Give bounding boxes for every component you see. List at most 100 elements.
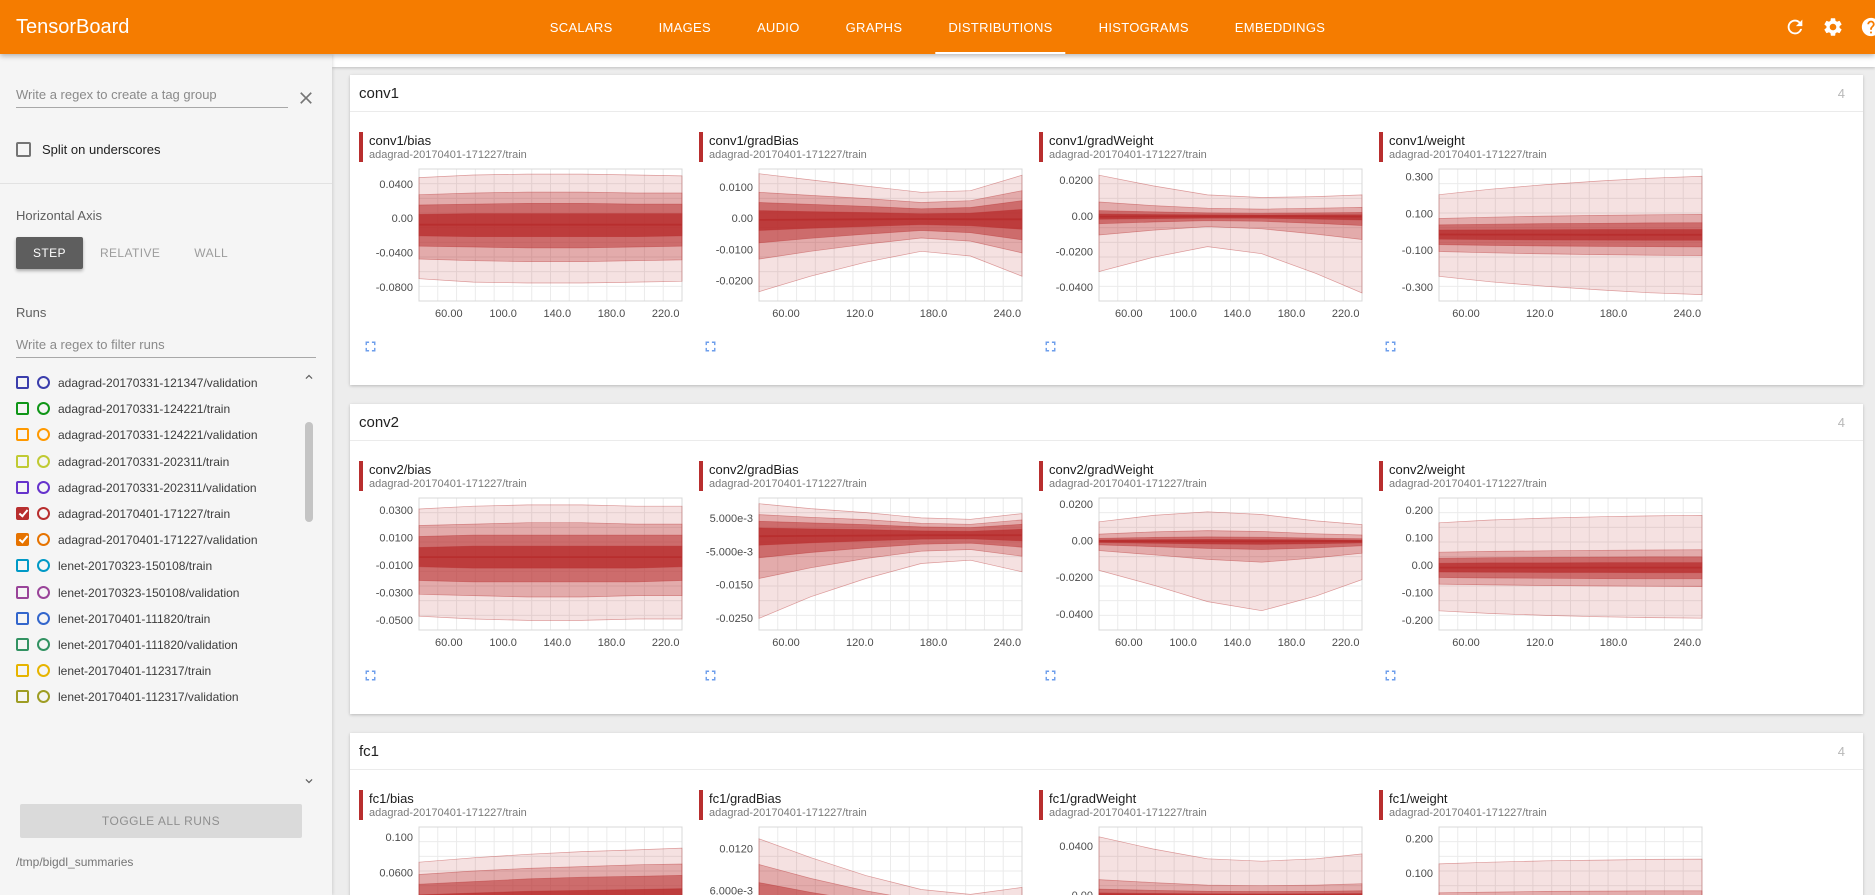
- chart-title: conv2/weight: [1389, 462, 1465, 477]
- run-checkbox[interactable]: [16, 664, 29, 678]
- tab-distributions[interactable]: DISTRIBUTIONS: [925, 0, 1075, 54]
- expand-icon[interactable]: [362, 667, 379, 684]
- run-checkbox[interactable]: [16, 611, 29, 625]
- axis-button-step[interactable]: STEP: [16, 237, 83, 269]
- run-row[interactable]: adagrad-20170401-171227/validation: [16, 527, 298, 553]
- axis-button-relative[interactable]: RELATIVE: [83, 237, 177, 269]
- run-radio[interactable]: [37, 637, 50, 651]
- run-radio[interactable]: [37, 533, 50, 547]
- svg-text:0.0400: 0.0400: [1059, 841, 1093, 853]
- run-checkbox[interactable]: [16, 428, 29, 442]
- refresh-icon[interactable]: [1784, 16, 1806, 38]
- runs-filter-input[interactable]: [16, 332, 316, 358]
- run-checkbox[interactable]: [16, 376, 29, 389]
- tag-group-regex-input[interactable]: [16, 82, 288, 108]
- split-checkbox[interactable]: [16, 142, 31, 157]
- run-row[interactable]: lenet-20170401-111820/validation: [16, 632, 298, 658]
- expand-icon[interactable]: [1042, 667, 1059, 684]
- run-row[interactable]: adagrad-20170331-124221/validation: [16, 422, 298, 448]
- run-checkbox[interactable]: [16, 637, 29, 651]
- run-label: lenet-20170401-112317/validation: [58, 690, 239, 705]
- run-row[interactable]: adagrad-20170331-124221/train: [16, 396, 298, 422]
- tab-audio[interactable]: AUDIO: [734, 0, 823, 54]
- run-color-bar: [359, 132, 363, 162]
- run-color-bar: [1039, 790, 1043, 820]
- tab-images[interactable]: IMAGES: [636, 0, 734, 54]
- run-list-scrollbar[interactable]: [302, 370, 316, 788]
- run-label: lenet-20170401-111820/train: [58, 611, 211, 626]
- scroll-down-icon[interactable]: [302, 774, 316, 788]
- run-radio[interactable]: [37, 376, 50, 389]
- tab-label: GRAPHS: [845, 19, 903, 35]
- tab-scalars[interactable]: SCALARS: [527, 0, 636, 54]
- tab-graphs[interactable]: GRAPHS: [823, 0, 926, 54]
- expand-icon[interactable]: [702, 338, 719, 355]
- run-row[interactable]: lenet-20170401-112317/validation: [16, 684, 298, 710]
- run-checkbox[interactable]: [16, 585, 29, 599]
- svg-text:220.0: 220.0: [652, 637, 680, 649]
- run-radio[interactable]: [37, 559, 50, 573]
- category-header[interactable]: fc1 4: [350, 733, 1863, 770]
- run-radio[interactable]: [37, 402, 50, 416]
- run-row[interactable]: adagrad-20170401-171227/train: [16, 501, 298, 527]
- svg-text:140.0: 140.0: [544, 637, 572, 649]
- run-row[interactable]: adagrad-20170331-202311/validation: [16, 475, 298, 501]
- run-row[interactable]: lenet-20170401-111820/train: [16, 606, 298, 632]
- run-label: adagrad-20170331-124221/train: [58, 402, 231, 417]
- chart-head: conv1/weight adagrad-20170401-171227/tra…: [1379, 132, 1710, 162]
- expand-icon[interactable]: [702, 667, 719, 684]
- chart-grid: fc1/bias adagrad-20170401-171227/train 0…: [350, 770, 1863, 895]
- run-checkbox[interactable]: [16, 454, 29, 468]
- split-on-underscores-option[interactable]: Split on underscores: [16, 142, 316, 157]
- svg-text:0.100: 0.100: [1405, 868, 1433, 880]
- run-checkbox[interactable]: [16, 480, 29, 494]
- run-row[interactable]: adagrad-20170331-121347/validation: [16, 370, 298, 396]
- help-icon[interactable]: [1860, 16, 1875, 38]
- svg-text:180.0: 180.0: [598, 308, 626, 320]
- expand-icon[interactable]: [362, 338, 379, 355]
- category-header[interactable]: conv2 4: [350, 404, 1863, 441]
- section-title: fc1: [359, 742, 380, 760]
- tab-embeddings[interactable]: EMBEDDINGS: [1212, 0, 1348, 54]
- svg-text:-0.0400: -0.0400: [1056, 609, 1093, 621]
- scrollbar-thumb[interactable]: [305, 422, 313, 522]
- run-row[interactable]: adagrad-20170331-202311/train: [16, 449, 298, 475]
- scroll-up-icon[interactable]: [302, 370, 316, 384]
- expand-icon[interactable]: [1042, 338, 1059, 355]
- chart-card: fc1/gradBias adagrad-20170401-171227/tra…: [699, 790, 1030, 895]
- run-color-bar: [359, 790, 363, 820]
- category-header[interactable]: conv1 4: [350, 75, 1863, 112]
- sections: conv1 4 conv1/bias adagrad-20170401-1712…: [332, 75, 1875, 895]
- chart-card: conv1/gradWeight adagrad-20170401-171227…: [1039, 132, 1370, 360]
- run-row[interactable]: lenet-20170323-150108/train: [16, 553, 298, 579]
- run-checkbox[interactable]: [16, 690, 29, 704]
- run-radio[interactable]: [37, 480, 50, 494]
- section-count: 4: [1837, 743, 1845, 759]
- svg-text:60.00: 60.00: [772, 637, 800, 649]
- run-row[interactable]: lenet-20170401-112317/train: [16, 658, 298, 684]
- tab-histograms[interactable]: HISTOGRAMS: [1076, 0, 1212, 54]
- run-color-bar: [1379, 461, 1383, 491]
- expand-icon[interactable]: [1382, 338, 1399, 355]
- settings-icon[interactable]: [1822, 16, 1844, 38]
- run-radio[interactable]: [37, 506, 50, 520]
- run-radio[interactable]: [37, 454, 50, 468]
- run-checkbox[interactable]: [16, 559, 29, 573]
- run-checkbox[interactable]: [16, 533, 29, 547]
- axis-button-wall[interactable]: WALL: [177, 237, 245, 269]
- toggle-all-runs-button[interactable]: TOGGLE ALL RUNS: [20, 804, 302, 838]
- run-radio[interactable]: [37, 690, 50, 704]
- run-row[interactable]: lenet-20170323-150108/validation: [16, 580, 298, 606]
- run-radio[interactable]: [37, 585, 50, 599]
- run-checkbox[interactable]: [16, 506, 29, 520]
- expand-icon[interactable]: [1382, 667, 1399, 684]
- run-radio[interactable]: [37, 428, 50, 442]
- run-radio[interactable]: [37, 611, 50, 625]
- run-radio[interactable]: [37, 664, 50, 678]
- close-icon[interactable]: [296, 88, 316, 108]
- chart-title: conv1/bias: [369, 133, 432, 148]
- svg-text:-5.000e-3: -5.000e-3: [706, 546, 753, 558]
- svg-text:180.0: 180.0: [1278, 637, 1306, 649]
- run-checkbox[interactable]: [16, 402, 29, 416]
